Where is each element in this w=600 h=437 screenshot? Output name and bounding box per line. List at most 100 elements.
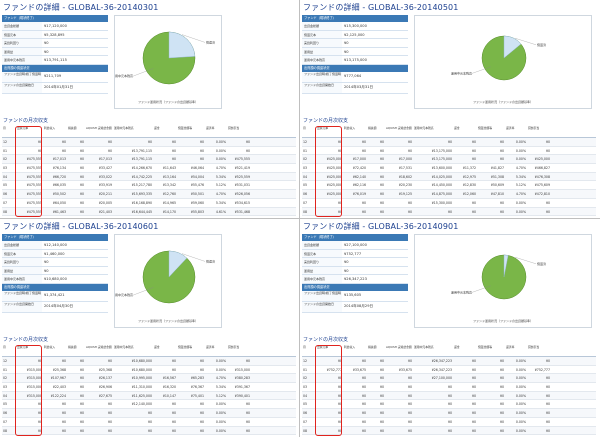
table-cell: ¥0 (379, 140, 384, 144)
table-cell: ¥12,760 (162, 192, 176, 197)
table-header-cell: 償還金額等 (178, 345, 192, 349)
table-cell: ¥0 (177, 435, 205, 436)
table-cell: ¥0 (361, 402, 366, 407)
table-cell: ¥0 (471, 367, 476, 372)
table-cell: ¥0 (407, 385, 412, 390)
table-cell: 5.34% (215, 200, 226, 205)
pie-caption: ファンド運用状況（ファンドの出資額基準） (472, 319, 533, 323)
table-header-cell: 償還金額等 (478, 126, 492, 130)
table-header-cell: 返済率 (506, 345, 515, 349)
table-cell: ¥0 (379, 393, 384, 398)
table-cell: 12 (3, 359, 8, 363)
table-cell: ¥0 (245, 148, 250, 153)
table-cell: 07 (303, 419, 308, 424)
info-row: 実質利回り ¥0 (302, 39, 408, 48)
info-header-2: 出資額の償還状況 (2, 64, 108, 72)
table-header-cell: 出資元本 (317, 345, 329, 349)
fund-panel: ファンドの詳細 - GLOBAL-36-20140301 ファンド（現状終了） 出… (0, 0, 298, 217)
table-header-cell: 運用中元本残高 (414, 345, 434, 349)
table-cell: ¥0 (545, 140, 550, 144)
info-key: ファンドの出資開始日 (4, 82, 35, 87)
table-cell: ¥390,401 (234, 393, 250, 398)
table-cell: ¥475,609 (534, 183, 550, 188)
pie-chart-box: 償還済 運用中元本残高 ファンド運用状況（ファンドの出資額基準） (114, 15, 222, 109)
table-cell: ¥0 (379, 359, 384, 363)
table-cell: ¥0 (379, 174, 384, 179)
info-header: ファンド（現状終了） (2, 15, 108, 22)
table-cell: ¥0 (245, 359, 250, 363)
table-cell: ¥17,000 (352, 157, 366, 162)
table-cell: 09 (302, 216, 316, 217)
table-cell: ¥0 (447, 428, 452, 433)
table-cell: 08 (3, 209, 8, 214)
info-key: ファンド出資時/終了償還時 (4, 290, 42, 295)
table-cell: ¥0 (407, 200, 412, 205)
table-cell: ¥0 (337, 376, 342, 381)
table-cell: ¥14,875,000 (431, 192, 452, 197)
table-cell: 5.12% (215, 183, 226, 188)
table-cell: 06 (303, 192, 308, 197)
table-cell: ¥19,125 (398, 192, 412, 197)
highlight-box (15, 345, 42, 436)
table-cell: ¥0 (379, 157, 384, 162)
table-cell: ¥33,427 (98, 166, 112, 171)
info-row: 実質利回り ¥0 (302, 258, 408, 267)
table-cell: ¥0 (343, 435, 367, 436)
table-cell: ¥0 (413, 216, 453, 217)
table-cell: ¥0 (79, 183, 84, 188)
table-cell: 06 (303, 411, 308, 416)
table-cell: ¥391,367 (234, 385, 250, 390)
table-header-cell: 月 (3, 345, 6, 349)
info-row: 出資金総額 ¥27,100,000 (302, 241, 408, 250)
table-header-cell: 月 (303, 345, 306, 349)
table-cell: ¥0 (471, 140, 476, 144)
table-cell: ¥15,300,000 (431, 200, 452, 205)
table-cell: ¥16,168,890 (131, 200, 152, 205)
info-header: ファンド（現状終了） (302, 15, 408, 22)
table-cell: ¥0 (453, 216, 477, 217)
table-cell: ¥0 (79, 140, 84, 144)
table-row: 05 ¥0 ¥0 ¥0 ¥0 ¥12,140,000 ¥0 ¥0 0.00% ¥0 (2, 400, 296, 410)
table-row: 01 ¥752,777 ¥33,675 ¥0 ¥33,675 ¥26,347,223 ¥0 ¥… (302, 366, 596, 375)
table-row: 05 ¥0 ¥0 ¥0 ¥0 ¥0 ¥0 ¥0 0.00% ¥0 (302, 400, 596, 410)
table-cell: ¥0 (361, 140, 366, 144)
table-cell: ¥0 (37, 359, 42, 363)
table-cell: ¥0 (61, 402, 66, 407)
info-row: ファンド出資時/終了償還時 ¥1,374,421 (2, 290, 108, 302)
table-header-cell: 返金 (154, 345, 160, 349)
table-cell: ¥0 (79, 166, 84, 171)
table-cell: ¥0 (499, 140, 504, 144)
info-key: 償還元本 (4, 251, 17, 256)
table-cell: ¥0 (545, 209, 550, 214)
table-header-cell: 返済率 (206, 345, 215, 349)
table-cell: ¥0 (79, 419, 84, 424)
table-cell: 0.00% (505, 435, 527, 436)
table-cell: ¥0 (545, 359, 550, 363)
table-header-cell: 損失額 (68, 345, 77, 349)
info-value: ¥0 (42, 39, 108, 47)
info-row: 運用中元本残高 ¥26,347,223 (302, 275, 408, 284)
table-cell: ¥0 (107, 428, 112, 433)
table-header-cell: AQUISH 実質益金額 (86, 126, 112, 130)
table-header-cell: 出資元本 (17, 126, 29, 130)
table-header-cell: 貸倒引当 (528, 345, 540, 349)
info-row: 運用益 ¥0 (2, 266, 108, 275)
table-header-cell: 運用中元本残高 (414, 126, 434, 130)
table-cell: ¥752,777 (326, 367, 342, 372)
table-cell: 0.00% (215, 367, 226, 372)
info-key: ファンド出資時/終了償還時 (4, 71, 42, 76)
table-cell: 4.70% (515, 166, 526, 171)
table-cell: ¥0 (79, 200, 84, 205)
table-cell: ¥54,004 (190, 174, 204, 179)
table-cell: ¥11,625,000 (131, 393, 152, 398)
table-cell: ¥0 (227, 435, 251, 436)
table-cell: ¥0 (79, 174, 84, 179)
info-row: ファンド出資時/終了償還時 ¥211,709 (2, 71, 108, 83)
table-cell: ¥0 (61, 428, 66, 433)
table-cell: ¥0 (79, 359, 84, 363)
table-cell: ¥0 (245, 411, 250, 416)
table-cell: 08 (3, 428, 8, 433)
table-cell: ¥0 (245, 402, 250, 407)
info-key: 運用益 (4, 49, 14, 54)
info-row: ファンド出資時/終了償還時 ¥777,064 (302, 71, 408, 83)
